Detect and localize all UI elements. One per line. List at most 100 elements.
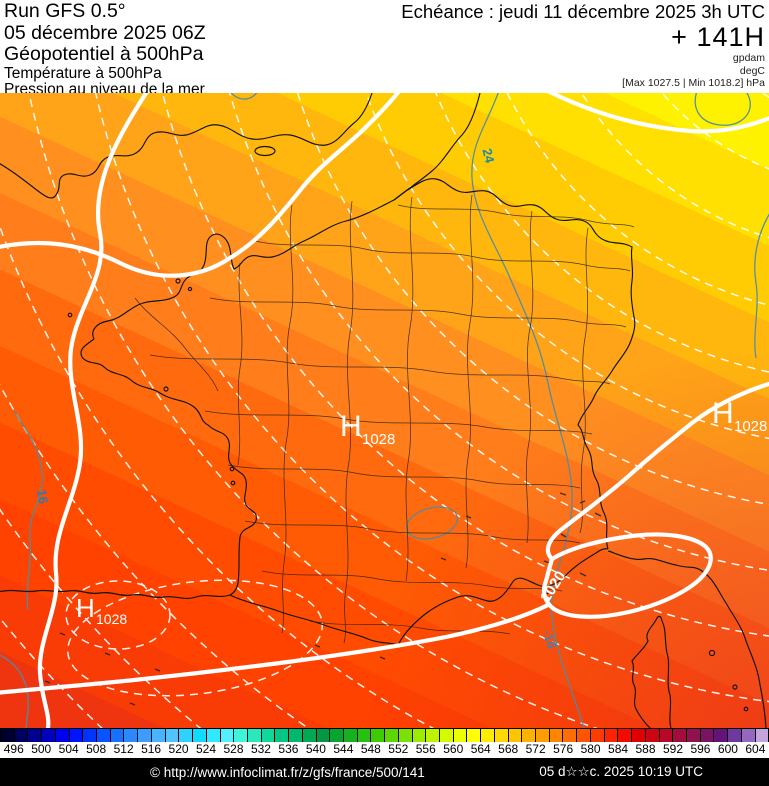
colorbar-cell bbox=[563, 728, 578, 743]
island bbox=[187, 286, 193, 292]
colorbar-cell bbox=[330, 728, 344, 743]
high-southwest-letter: H bbox=[76, 593, 95, 623]
colorbar-cell bbox=[193, 728, 207, 743]
island bbox=[163, 386, 169, 392]
header: Run GFS 0.5° 05 décembre 2025 06Z Géopot… bbox=[0, 0, 769, 98]
isobar-1020-label: 1020 bbox=[537, 568, 569, 605]
island bbox=[67, 312, 73, 318]
dept-line bbox=[254, 240, 631, 272]
colorbar-cell bbox=[220, 728, 235, 743]
colorbar-tick-label: 596 bbox=[690, 742, 711, 756]
isobar-ne-corner bbox=[547, 93, 769, 134]
copyright-url: © http://www.infoclimat.fr/z/gfs/france/… bbox=[150, 764, 425, 780]
colorbar-tick-label: 588 bbox=[635, 742, 656, 756]
colorbar-tick-label: 520 bbox=[168, 742, 189, 756]
temperature-minus16-label: -16 bbox=[540, 628, 560, 651]
island bbox=[743, 706, 749, 712]
coast-corsica bbox=[631, 615, 672, 728]
colorbar-cell bbox=[206, 728, 221, 743]
colorbar-cell bbox=[440, 728, 454, 743]
dept-line bbox=[227, 464, 581, 489]
colorbar-cell bbox=[138, 728, 152, 743]
colorbar-cell bbox=[234, 728, 248, 743]
high-center-value: 1028 bbox=[362, 431, 395, 448]
high-right-letter: H bbox=[712, 397, 734, 430]
colorbar-cell bbox=[261, 728, 276, 743]
colorbar-tick-label: 508 bbox=[86, 742, 107, 756]
isotherm-arc bbox=[161, 93, 769, 637]
colorbar-cell bbox=[659, 728, 674, 743]
colorbar-cell bbox=[289, 728, 303, 743]
colorbar-cell bbox=[467, 728, 482, 743]
colorbar-tick-label: 556 bbox=[415, 742, 436, 756]
isotherm-arc bbox=[0, 224, 435, 728]
geopotential-24-label: 24 bbox=[479, 147, 497, 165]
isotherm-arc bbox=[297, 93, 769, 506]
colorbar-labels: 496 500 504 508 512 516 520 524 528 532 536 540 544 5… bbox=[0, 742, 769, 758]
dept-line bbox=[209, 297, 627, 328]
map-overlay: H 1028 H 1028 H 1028 1020 24 16 -16 bbox=[0, 93, 769, 728]
colorbar-cell bbox=[316, 728, 331, 743]
geopotential-line-16-west bbox=[13, 410, 43, 611]
colorbar-cell bbox=[494, 728, 509, 743]
coast-italy bbox=[607, 550, 767, 728]
geopotential-lines bbox=[0, 93, 769, 728]
colorbar-tick-label: 568 bbox=[498, 742, 519, 756]
colorbar-cell bbox=[398, 728, 413, 743]
colorbar-cell bbox=[151, 728, 166, 743]
island bbox=[230, 480, 236, 486]
unit-gpdam: gpdam bbox=[732, 52, 765, 64]
colorbar-cell bbox=[755, 728, 769, 743]
colorbar-cell bbox=[728, 728, 742, 743]
colorbar-cell bbox=[700, 728, 715, 743]
high-right-value: 1028 bbox=[734, 418, 767, 435]
geopotential-line-24 bbox=[471, 93, 585, 728]
high-southwest-value: 1028 bbox=[96, 611, 127, 627]
colorbar-tick-label: 512 bbox=[113, 742, 134, 756]
colorbar-cell bbox=[28, 728, 43, 743]
colorbar-cell bbox=[604, 728, 619, 743]
colorbar-cell bbox=[453, 728, 468, 743]
colorbar-cell bbox=[549, 728, 564, 743]
model-run: Run GFS 0.5° bbox=[4, 0, 126, 22]
high-center-letter: H bbox=[340, 410, 362, 443]
colorbar-cell bbox=[247, 728, 262, 743]
weather-map: H 1028 H 1028 H 1028 1020 24 16 -16 bbox=[0, 93, 769, 728]
dept-line bbox=[405, 196, 414, 582]
coast-france-west bbox=[0, 199, 395, 599]
colorbar-tick-label: 544 bbox=[333, 742, 354, 756]
colorbar-cell bbox=[165, 728, 180, 743]
isobar-east-diagonal bbox=[545, 381, 769, 562]
colorbar-cell bbox=[179, 728, 194, 743]
colorbar-cell bbox=[522, 728, 537, 743]
colorbar-tick-label: 524 bbox=[196, 742, 217, 756]
colorbar-cell bbox=[536, 728, 550, 743]
dept-line bbox=[465, 194, 474, 569]
geopotential-line-ne-edge bbox=[754, 213, 769, 359]
run-date: 05 décembre 2025 06Z bbox=[4, 21, 206, 44]
island bbox=[175, 278, 181, 284]
dept-line bbox=[261, 570, 563, 592]
colorbar-cell bbox=[426, 728, 440, 743]
colorbar-tick-label: 572 bbox=[525, 742, 546, 756]
isotherm-arc bbox=[365, 93, 769, 439]
dept-line bbox=[244, 520, 581, 544]
geopotential-line-sw-corner bbox=[0, 654, 29, 728]
header-left: Run GFS 0.5° 05 décembre 2025 06Z Géopot… bbox=[4, 0, 206, 99]
colorbar-cell bbox=[481, 728, 495, 743]
colorbar-tick-label: 584 bbox=[608, 742, 629, 756]
dept-line bbox=[397, 204, 635, 228]
dept-line bbox=[281, 204, 294, 634]
dept-line bbox=[237, 262, 243, 466]
colorbar-tick-label: 528 bbox=[223, 742, 244, 756]
dept-line bbox=[343, 200, 354, 644]
colorbar-cell bbox=[357, 728, 372, 743]
dept-line bbox=[149, 354, 611, 385]
colorbar-tick-label: 548 bbox=[360, 742, 381, 756]
border-east-france bbox=[393, 178, 636, 550]
colorbar-tick-label: 592 bbox=[662, 742, 683, 756]
colorbar-cell bbox=[55, 728, 70, 743]
dept-line bbox=[134, 297, 219, 392]
colorbar-tick-label: 504 bbox=[58, 742, 79, 756]
